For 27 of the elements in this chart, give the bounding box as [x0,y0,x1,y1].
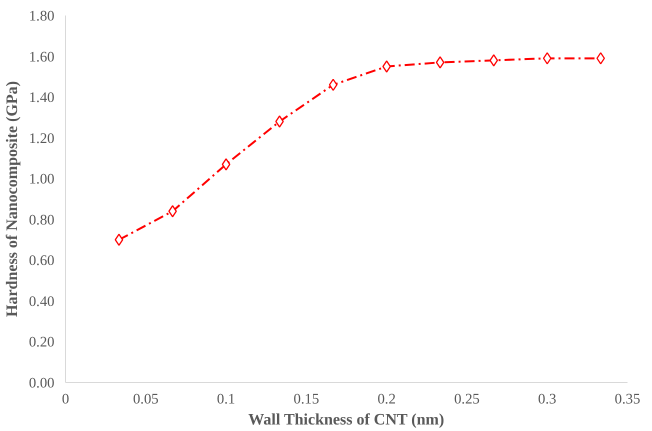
y-tick-label: 0.40 [28,294,55,310]
point [222,158,230,170]
y-tick-label: 1.80 [28,8,55,24]
point [596,52,605,64]
point [168,205,177,218]
y-axis-title: Hardness of Nanocomposite (GPa) [4,81,21,317]
x-tick-label: 0.25 [454,392,480,408]
x-tick-label: 0.2 [377,392,396,408]
x-axis-title: Wall Thickness of CNT (nm) [248,412,444,428]
y-tick-label: 0.80 [28,212,55,228]
y-tick-label: 0.20 [28,334,55,351]
x-tick-label: 0 [62,392,70,408]
x-tick-label: 0.3 [538,392,556,408]
point [489,54,498,67]
y-tick-label: 1.20 [28,130,55,147]
y-tick-label: 1.40 [28,90,55,106]
y-tick-label: 1.60 [28,49,55,66]
x-tick-label: 0.35 [614,392,640,408]
point [328,78,338,91]
y-tick-label: 1.00 [28,172,55,188]
x-tick-label: 0.15 [294,392,320,408]
point [114,234,124,246]
x-tick-label: 0.1 [216,392,236,408]
point [542,52,552,64]
x-tick-label: 0.05 [132,392,159,408]
y-tick-label: 0.60 [28,253,55,270]
y-tick-label: 0.00 [28,376,55,392]
